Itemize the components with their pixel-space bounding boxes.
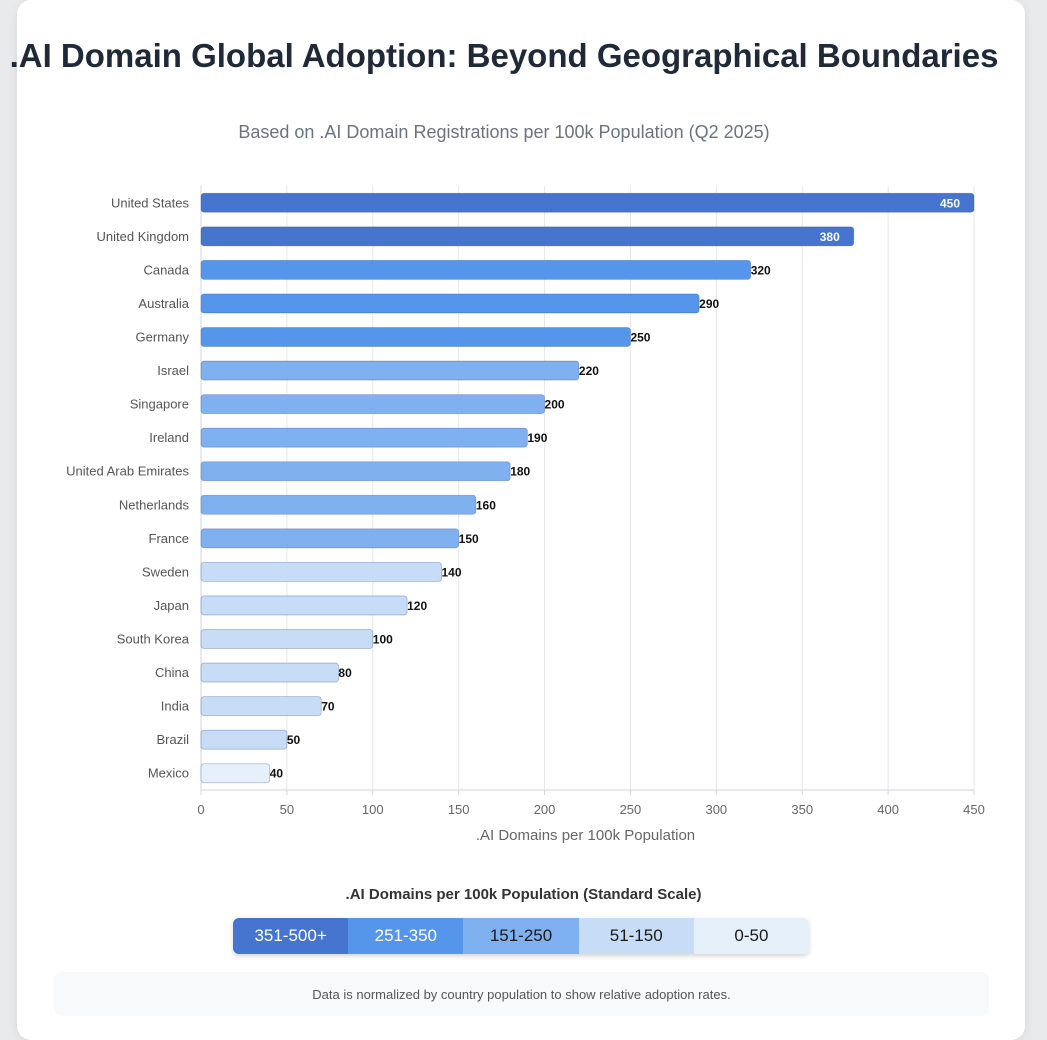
category-label: Brazil: [156, 732, 189, 747]
bar: [200, 192, 975, 213]
legend-item: 351-500+: [233, 918, 349, 954]
x-tick-label: 0: [197, 802, 204, 817]
category-label: Israel: [157, 363, 189, 378]
bar: [200, 293, 700, 314]
category-label: Australia: [138, 296, 189, 311]
category-label: United Kingdom: [97, 229, 190, 244]
page-title: .AI Domain Global Adoption: Beyond Geogr…: [9, 37, 999, 74]
x-tick-label: 400: [877, 802, 899, 817]
data-label: 290: [699, 297, 719, 311]
page-subtitle: Based on .AI Domain Registrations per 10…: [238, 122, 770, 142]
bar: [200, 226, 855, 247]
bar: [200, 662, 339, 683]
bar: [200, 528, 460, 549]
x-tick-label: 200: [534, 802, 556, 817]
category-label: Ireland: [149, 430, 189, 445]
legend-title: .AI Domains per 100k Population (Standar…: [345, 886, 702, 903]
bar: [200, 461, 511, 482]
legend-item: 51-150: [578, 918, 694, 954]
category-label: Japan: [154, 598, 189, 613]
bar: [200, 696, 322, 717]
bar: [200, 629, 374, 649]
data-label: 190: [527, 431, 547, 445]
category-label: United States: [111, 195, 190, 210]
data-label: 160: [476, 498, 496, 512]
data-label: 200: [545, 398, 565, 412]
legend: 351-500+ 251-350 151-250 51-150 0-50: [233, 918, 809, 954]
data-label: 180: [510, 465, 530, 479]
data-label: 50: [287, 733, 301, 747]
category-label: United Arab Emirates: [66, 464, 189, 479]
category-label: Singapore: [130, 397, 189, 412]
data-label: 40: [270, 767, 284, 781]
bar-chart: 0 50 100 150 200 250 300 350 400 450 .AI Domains p…: [66, 186, 985, 844]
data-label: 100: [373, 633, 393, 647]
data-label: 380: [820, 230, 840, 244]
legend-item: 251-350: [348, 918, 464, 954]
category-label: France: [149, 531, 189, 546]
bar: [200, 259, 752, 280]
category-label: Sweden: [142, 564, 189, 579]
category-label: China: [155, 665, 190, 680]
bar: [200, 763, 271, 784]
legend-item: 0-50: [693, 918, 809, 954]
category-label: India: [161, 699, 190, 714]
x-tick-label: 50: [280, 802, 294, 817]
legend-item: 151-250: [463, 918, 579, 954]
category-label: Canada: [143, 262, 189, 277]
footer-note: Data is normalized by country population…: [54, 972, 989, 1016]
data-label: 150: [459, 532, 479, 546]
data-label: 80: [338, 666, 352, 680]
data-label: 70: [321, 700, 335, 714]
x-tick-label: 350: [791, 802, 813, 817]
data-label: 250: [630, 331, 650, 345]
data-label: 450: [940, 196, 960, 210]
category-label: Mexico: [148, 766, 189, 781]
data-label: 140: [441, 565, 461, 579]
bar: [200, 427, 528, 448]
x-tick-label: 100: [362, 802, 384, 817]
x-tick-label: 250: [620, 802, 642, 817]
bar: [200, 327, 631, 347]
bar: [200, 394, 545, 415]
x-tick-label: 300: [705, 802, 727, 817]
category-label: Germany: [136, 330, 190, 345]
category-label: Netherlands: [119, 497, 190, 512]
bar: [200, 729, 288, 750]
data-label: 320: [751, 263, 771, 277]
bar: [200, 561, 442, 582]
bar: [200, 360, 580, 381]
data-label: 120: [407, 599, 427, 613]
x-tick-label: 450: [963, 802, 985, 817]
bar: [200, 494, 477, 515]
x-tick-label: 150: [448, 802, 470, 817]
category-label: South Korea: [117, 632, 190, 647]
data-label: 220: [579, 364, 599, 378]
bar: [200, 595, 408, 616]
chart-card: [17, 0, 1025, 1040]
x-axis-label: .AI Domains per 100k Population: [476, 827, 695, 844]
